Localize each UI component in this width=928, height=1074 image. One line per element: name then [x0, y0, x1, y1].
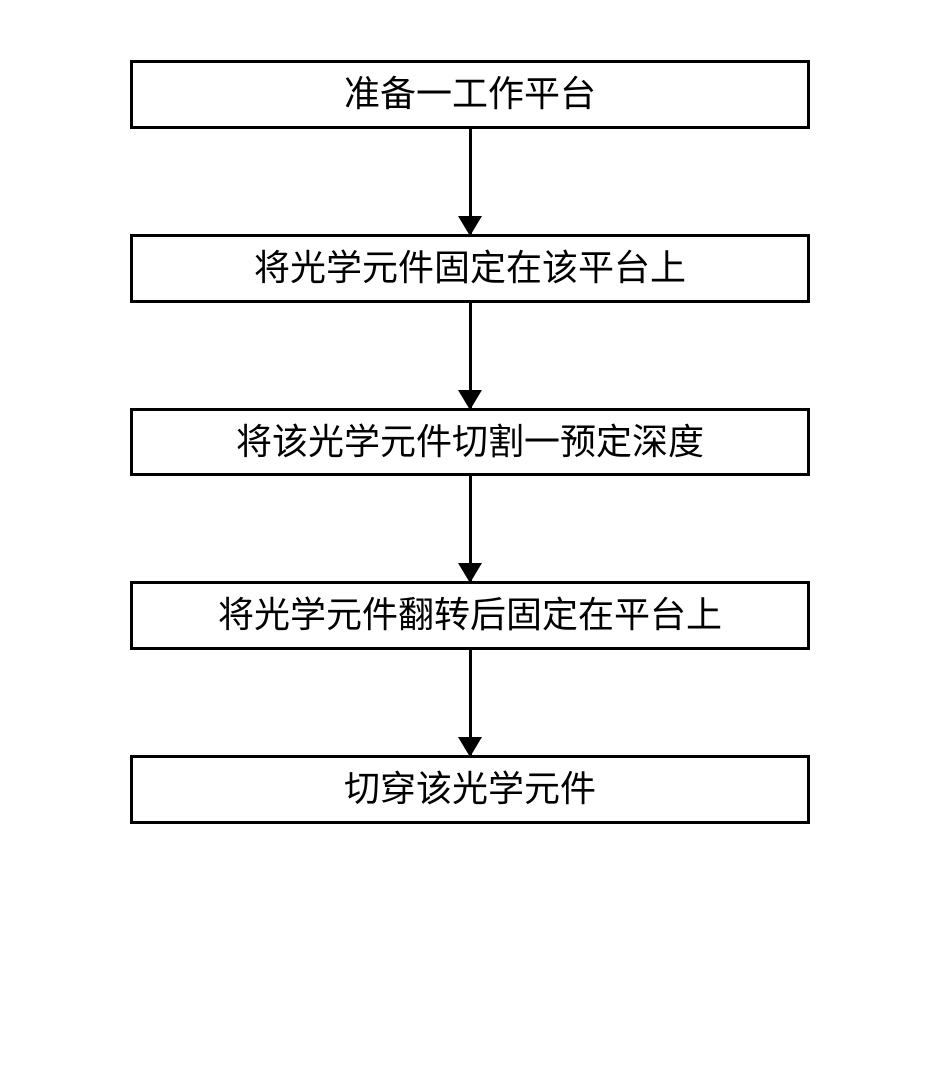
step-box-1: 准备一工作平台	[130, 60, 810, 129]
step-label-3: 将该光学元件切割一预定深度	[236, 422, 704, 462]
arrow-2	[469, 303, 472, 408]
arrow-3	[469, 476, 472, 581]
arrow-1	[469, 129, 472, 234]
step-box-3: 将该光学元件切割一预定深度	[130, 408, 810, 477]
step-label-5: 切穿该光学元件	[344, 769, 596, 809]
arrow-4	[469, 650, 472, 755]
step-label-2: 将光学元件固定在该平台上	[254, 248, 686, 288]
step-label-4: 将光学元件翻转后固定在平台上	[218, 595, 722, 635]
step-box-5: 切穿该光学元件	[130, 755, 810, 824]
step-label-1: 准备一工作平台	[344, 74, 596, 114]
step-box-4: 将光学元件翻转后固定在平台上	[130, 581, 810, 650]
flowchart-container: 准备一工作平台 将光学元件固定在该平台上 将该光学元件切割一预定深度 将光学元件…	[130, 60, 810, 824]
step-box-2: 将光学元件固定在该平台上	[130, 234, 810, 303]
